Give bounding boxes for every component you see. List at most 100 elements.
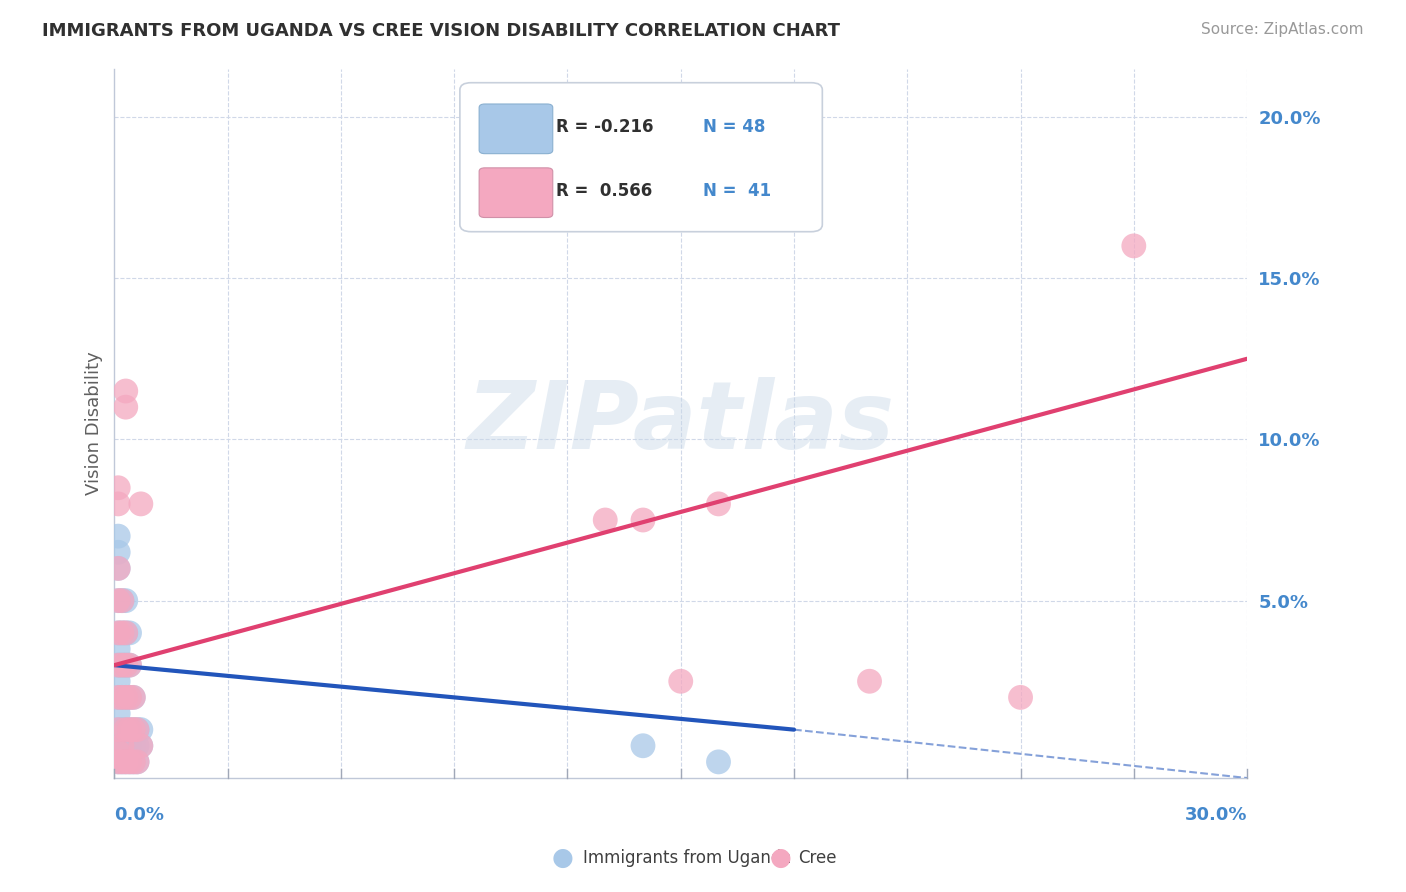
Text: R = -0.216: R = -0.216: [557, 118, 654, 136]
Point: [107, 745, 129, 759]
Point: [114, 723, 136, 737]
Point: [125, 755, 148, 769]
Text: ●: ●: [551, 847, 574, 870]
Point: [122, 755, 145, 769]
Point: [122, 739, 145, 753]
Point: [107, 674, 129, 689]
Point: [122, 723, 145, 737]
Point: [122, 723, 145, 737]
Text: IMMIGRANTS FROM UGANDA VS CREE VISION DISABILITY CORRELATION CHART: IMMIGRANTS FROM UGANDA VS CREE VISION DI…: [42, 22, 841, 40]
Point: [129, 723, 152, 737]
Point: [107, 723, 129, 737]
Point: [631, 513, 654, 527]
Point: [114, 626, 136, 640]
Point: [125, 723, 148, 737]
Point: [858, 674, 880, 689]
Point: [107, 593, 129, 607]
FancyBboxPatch shape: [479, 168, 553, 218]
Point: [111, 658, 134, 673]
Point: [111, 593, 134, 607]
FancyBboxPatch shape: [460, 83, 823, 232]
Point: [122, 755, 145, 769]
Text: N = 48: N = 48: [703, 118, 766, 136]
Point: [114, 593, 136, 607]
Point: [107, 690, 129, 705]
Point: [118, 658, 141, 673]
Point: [111, 748, 134, 763]
Point: [111, 739, 134, 753]
Point: [114, 658, 136, 673]
Point: [125, 739, 148, 753]
Point: [118, 690, 141, 705]
Point: [107, 658, 129, 673]
Point: [118, 723, 141, 737]
Point: [111, 690, 134, 705]
Point: [118, 739, 141, 753]
Text: 30.0%: 30.0%: [1185, 806, 1247, 824]
Point: [107, 626, 129, 640]
Point: [593, 513, 616, 527]
Point: [125, 755, 148, 769]
Point: [111, 593, 134, 607]
Point: [125, 723, 148, 737]
Text: Cree: Cree: [799, 849, 837, 867]
Point: [107, 748, 129, 763]
Point: [111, 658, 134, 673]
Point: [107, 545, 129, 559]
Point: [1010, 690, 1032, 705]
Point: [107, 497, 129, 511]
Text: ZIPatlas: ZIPatlas: [467, 377, 894, 469]
Point: [118, 690, 141, 705]
Point: [107, 723, 129, 737]
Point: [114, 739, 136, 753]
Point: [114, 690, 136, 705]
Point: [114, 400, 136, 414]
Point: [114, 658, 136, 673]
Point: [114, 755, 136, 769]
Point: [118, 755, 141, 769]
Point: [107, 642, 129, 657]
Point: [111, 755, 134, 769]
Text: Immigrants from Uganda: Immigrants from Uganda: [583, 849, 792, 867]
Point: [111, 690, 134, 705]
Point: [669, 674, 692, 689]
Text: Source: ZipAtlas.com: Source: ZipAtlas.com: [1201, 22, 1364, 37]
Point: [1122, 239, 1144, 253]
Point: [111, 755, 134, 769]
Point: [107, 481, 129, 495]
Point: [111, 739, 134, 753]
Point: [114, 690, 136, 705]
Point: [107, 752, 129, 766]
Point: [107, 755, 129, 769]
Point: [114, 384, 136, 398]
Point: [107, 529, 129, 543]
Point: [107, 706, 129, 721]
Point: [107, 745, 129, 759]
Point: [122, 690, 145, 705]
Point: [114, 723, 136, 737]
Text: 0.0%: 0.0%: [114, 806, 165, 824]
Point: [107, 739, 129, 753]
Text: R =  0.566: R = 0.566: [557, 182, 652, 200]
Point: [631, 739, 654, 753]
Point: [707, 497, 730, 511]
Point: [107, 690, 129, 705]
Point: [111, 723, 134, 737]
Point: [107, 593, 129, 607]
Point: [111, 626, 134, 640]
Point: [107, 561, 129, 575]
Point: [114, 755, 136, 769]
Text: ●: ●: [769, 847, 792, 870]
Point: [107, 626, 129, 640]
Point: [107, 561, 129, 575]
Point: [118, 723, 141, 737]
Point: [118, 755, 141, 769]
Point: [707, 755, 730, 769]
Point: [129, 739, 152, 753]
Point: [118, 658, 141, 673]
Y-axis label: Vision Disability: Vision Disability: [86, 351, 103, 495]
Point: [114, 626, 136, 640]
Point: [129, 497, 152, 511]
Point: [122, 690, 145, 705]
Text: N =  41: N = 41: [703, 182, 772, 200]
